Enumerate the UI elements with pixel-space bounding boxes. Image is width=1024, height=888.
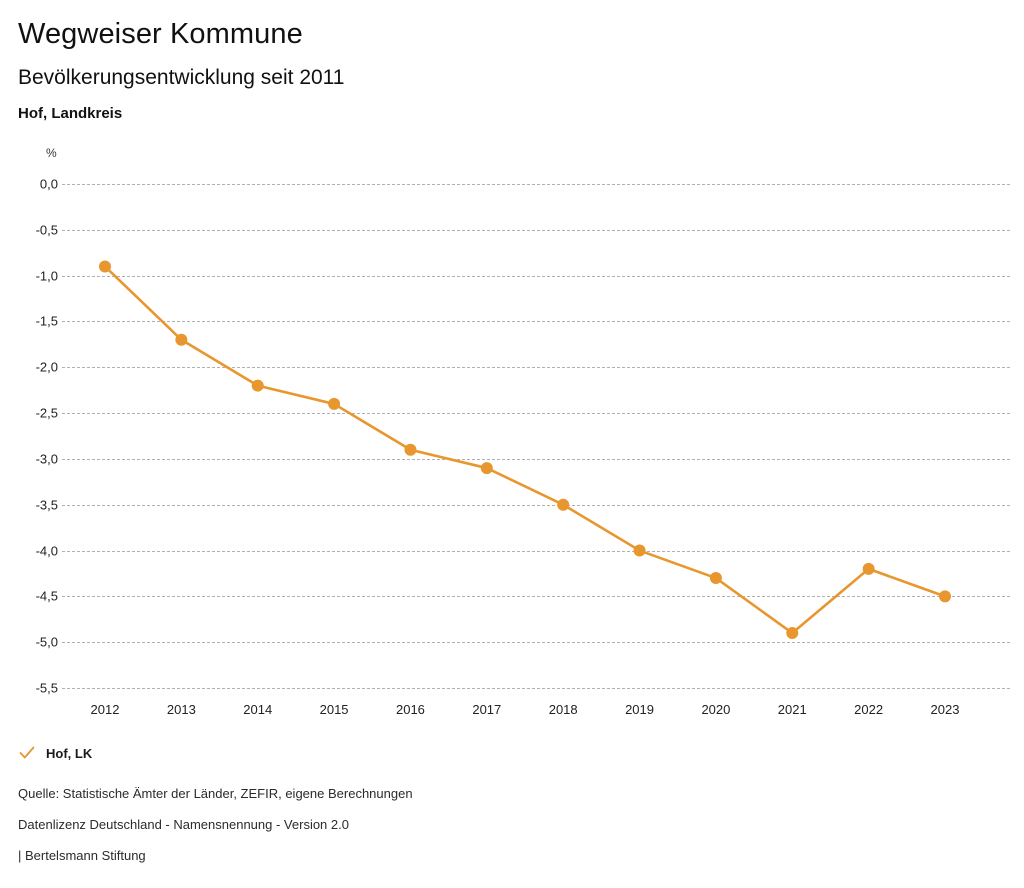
gridline — [62, 367, 1010, 369]
legend-item-hof-lk[interactable]: Hof, LK — [18, 744, 92, 762]
gridline — [62, 550, 1010, 552]
x-axis-tick-label: 2023 — [930, 702, 960, 717]
data-point-marker[interactable] — [404, 443, 417, 456]
y-axis-tick-label: -4,0 — [35, 543, 58, 559]
check-icon — [19, 746, 35, 759]
y-axis-tick-label: 0,0 — [39, 176, 58, 192]
x-axis-tick-label: 2020 — [701, 702, 731, 717]
y-axis-tick-label: -0,5 — [35, 222, 58, 238]
gridline — [62, 184, 1010, 185]
y-axis-tick-label: -5,0 — [35, 634, 58, 650]
x-axis-tick-label: 2012 — [90, 702, 120, 717]
y-axis-tick-label: -4,5 — [35, 588, 58, 604]
y-axis-unit-label: % — [46, 146, 57, 160]
x-axis-tick-label: 2022 — [854, 702, 884, 717]
footer-license: Datenlizenz Deutschland - Namensnennung … — [18, 817, 349, 832]
footer-source: Quelle: Statistische Ämter der Länder, Z… — [18, 786, 413, 801]
gridline — [62, 596, 1010, 598]
gridline — [62, 688, 1010, 689]
chart-region-label: Hof, Landkreis — [18, 105, 123, 122]
x-axis-tick-label: 2015 — [319, 702, 349, 717]
gridline — [62, 275, 1010, 277]
data-point-marker[interactable] — [709, 572, 722, 585]
x-axis-tick-label: 2017 — [472, 702, 502, 717]
gridline — [62, 321, 1010, 323]
x-axis-tick-label: 2016 — [395, 702, 425, 717]
y-axis-tick-label: -3,5 — [35, 497, 58, 513]
gridline — [62, 504, 1010, 506]
data-point-marker[interactable] — [557, 498, 570, 511]
y-axis-tick-label: -1,5 — [35, 313, 58, 329]
y-axis-tick-label: -1,0 — [35, 268, 58, 284]
gridline — [62, 229, 1010, 231]
x-axis-tick-label: 2013 — [166, 702, 196, 717]
y-axis-tick-label: -3,0 — [35, 451, 58, 467]
y-axis-tick-label: -2,0 — [35, 359, 58, 375]
legend-item-label: Hof, LK — [46, 745, 93, 761]
x-axis-tick-label: 2021 — [777, 702, 807, 717]
line-series-layer — [99, 260, 951, 640]
footer-publisher: | Bertelsmann Stiftung — [18, 848, 146, 863]
data-point-marker[interactable] — [633, 544, 646, 557]
data-point-marker[interactable] — [480, 462, 493, 475]
data-point-marker[interactable] — [786, 627, 799, 640]
series-line — [103, 265, 947, 635]
y-axis-tick-label: -5,5 — [35, 680, 58, 696]
y-axis-tick-label: -2,5 — [35, 405, 58, 421]
plot-area: % 0,0 -0,5 -1,0 -1,5 -2,0 -2,5 -3,0 -3,5 -4,0 -4,… — [0, 140, 1024, 740]
data-point-marker[interactable] — [99, 260, 111, 273]
gridline — [62, 413, 1010, 415]
x-axis-tick-label: 2014 — [243, 702, 273, 717]
data-point-marker[interactable] — [175, 333, 188, 346]
page-title: Wegweiser Kommune — [18, 18, 303, 50]
gridline — [62, 642, 1010, 644]
chart-subtitle: Bevölkerungsentwicklung seit 2011 — [18, 66, 345, 89]
x-axis-tick-label: 2019 — [625, 702, 654, 717]
data-point-marker[interactable] — [251, 379, 264, 392]
data-point-marker[interactable] — [328, 397, 341, 410]
data-point-marker[interactable] — [939, 590, 951, 603]
x-axis-tick-label: 2018 — [548, 702, 578, 717]
gridline — [62, 458, 1010, 460]
data-point-marker[interactable] — [862, 562, 875, 575]
